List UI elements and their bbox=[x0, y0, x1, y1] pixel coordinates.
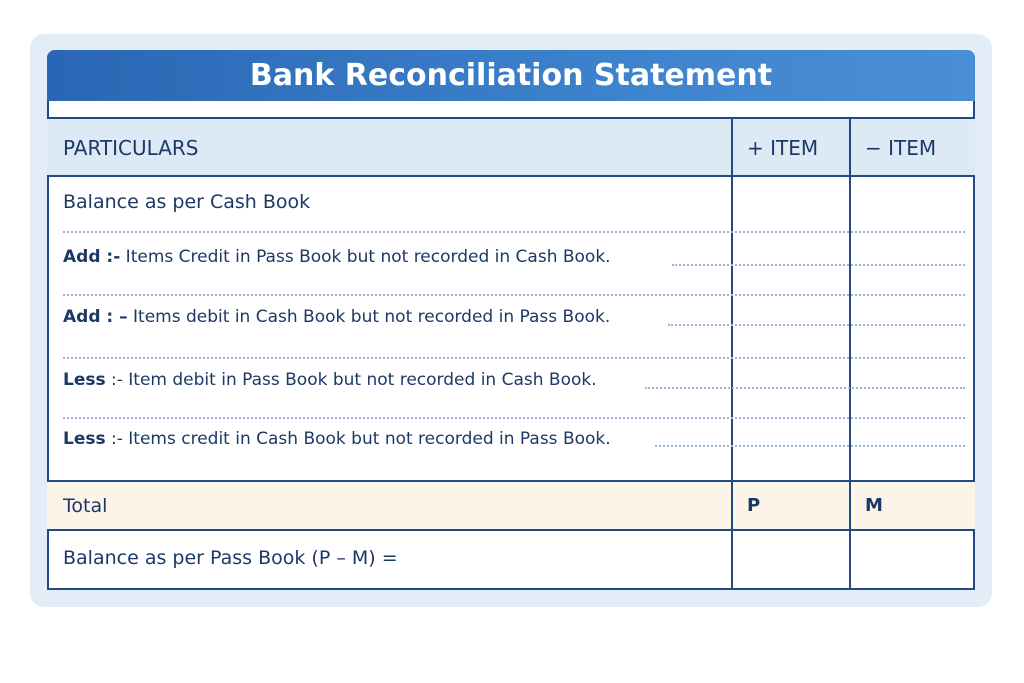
row-balance-cash-book: Balance as per Cash Book bbox=[63, 191, 310, 213]
header-plus-item: + ITEM bbox=[747, 136, 819, 160]
dotted-leader bbox=[645, 387, 965, 389]
dotted-separator bbox=[63, 417, 965, 419]
column-divider bbox=[849, 117, 851, 590]
row-prefix: Add :- bbox=[63, 247, 121, 267]
row-add-debit: Add : – Items debit in Cash Book but not… bbox=[63, 307, 610, 327]
row-less-credit: Less :- Items credit in Cash Book but no… bbox=[63, 429, 611, 449]
row-text: :- Item debit in Pass Book but not recor… bbox=[105, 370, 597, 390]
column-divider bbox=[731, 117, 733, 590]
header-minus-item: − ITEM bbox=[865, 136, 937, 160]
total-plus: P bbox=[747, 495, 761, 516]
row-text: :- Items credit in Cash Book but not rec… bbox=[105, 429, 611, 449]
dotted-separator bbox=[63, 294, 965, 296]
dotted-separator bbox=[63, 357, 965, 359]
row-less-debit: Less :- Item debit in Pass Book but not … bbox=[63, 370, 597, 390]
row-add-credit: Add :- Items Credit in Pass Book but not… bbox=[63, 247, 611, 267]
header-row bbox=[47, 117, 975, 177]
total-minus: M bbox=[865, 495, 883, 516]
dotted-leader bbox=[655, 445, 965, 447]
total-label: Total bbox=[63, 495, 108, 517]
page-title: Bank Reconciliation Statement bbox=[47, 50, 975, 101]
dotted-leader bbox=[672, 264, 965, 266]
row-prefix: Less bbox=[63, 429, 106, 449]
row-prefix: Less bbox=[63, 370, 106, 390]
balance-pass-book: Balance as per Pass Book (P – M) = bbox=[63, 547, 398, 569]
total-row bbox=[47, 480, 975, 531]
row-text: Items Credit in Pass Book but not record… bbox=[120, 247, 611, 267]
dotted-leader bbox=[668, 324, 965, 326]
dotted-separator bbox=[63, 231, 965, 233]
header-particulars: PARTICULARS bbox=[63, 136, 199, 160]
row-text: Balance as per Cash Book bbox=[63, 191, 311, 213]
row-prefix: Add : – bbox=[63, 307, 128, 327]
row-text: Items debit in Cash Book but not recorde… bbox=[127, 307, 611, 327]
